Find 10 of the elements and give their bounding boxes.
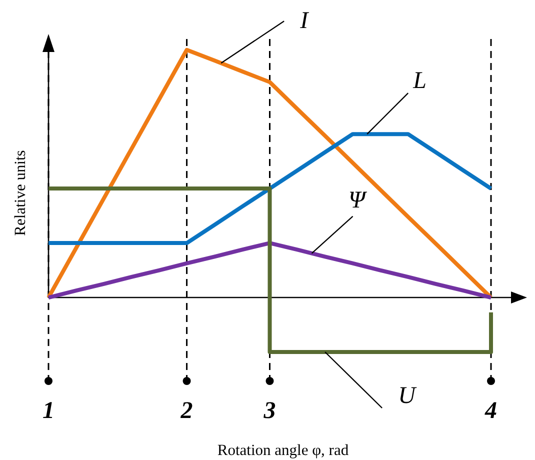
x-tick-label: 3 — [262, 398, 276, 424]
x-tick-label: 1 — [42, 398, 54, 424]
text: I — [299, 8, 310, 34]
series-label: L — [412, 68, 426, 94]
series-label: U — [398, 382, 418, 409]
x-axis-title: Rotation angle φ, rad — [217, 442, 349, 459]
y-axis-title: Relative units — [12, 150, 29, 236]
series-label: Ψ — [348, 187, 368, 214]
x-tick-label: 4 — [484, 398, 497, 424]
x-tick-label: 2 — [180, 398, 193, 424]
